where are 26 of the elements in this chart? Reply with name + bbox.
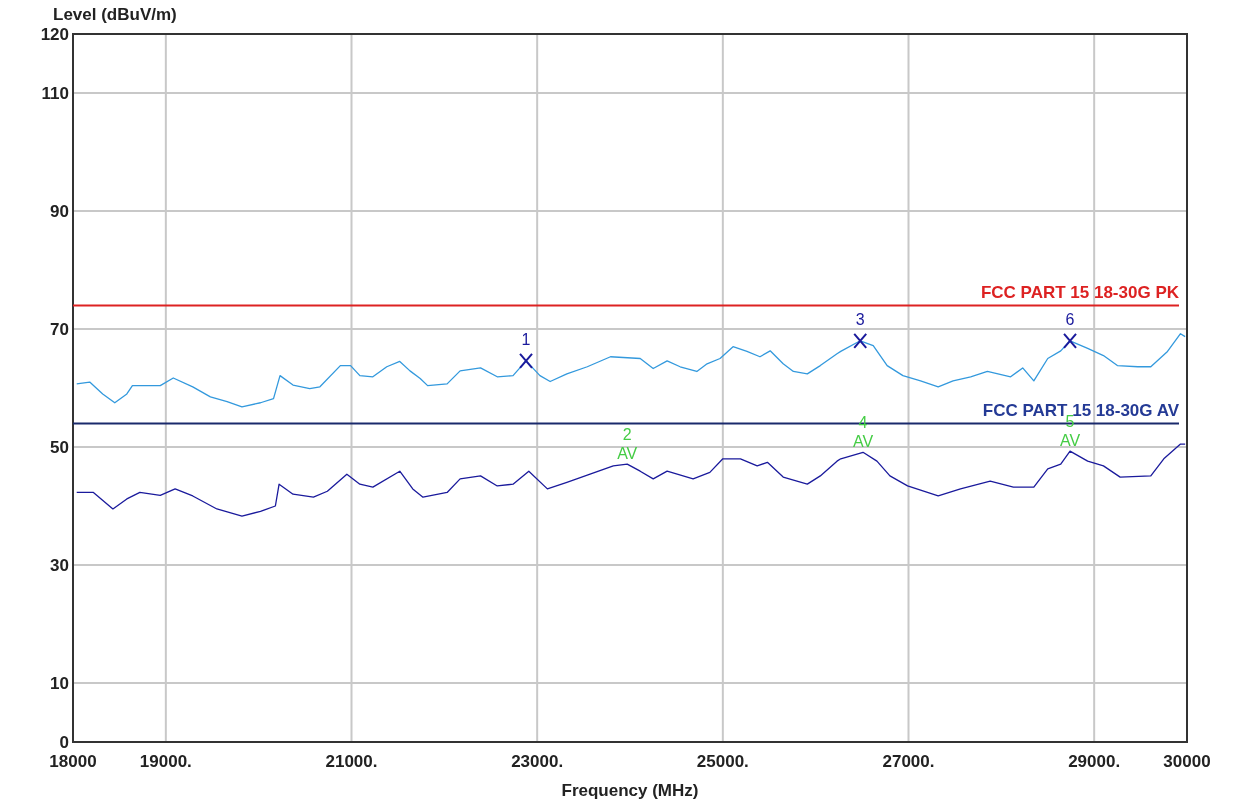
x-tick-label: 27000. xyxy=(882,752,935,771)
y-tick-label: 70 xyxy=(50,320,69,339)
x-tick-label: 21000. xyxy=(325,752,378,771)
annotation: 1 xyxy=(521,330,531,348)
x-tick-label: 18000 xyxy=(49,752,97,771)
y-tick-label: 10 xyxy=(50,674,69,693)
annotation: AV xyxy=(852,433,874,451)
y-tick-label: 120 xyxy=(40,25,69,44)
x-tick-label: 25000. xyxy=(696,752,749,771)
x-axis-title: Frequency (MHz) xyxy=(561,781,699,800)
annotation: 6 xyxy=(1065,310,1075,328)
annotation: AV xyxy=(617,445,638,463)
annotation: 3 xyxy=(855,310,865,328)
y-tick-label: 110 xyxy=(41,84,69,103)
x-tick-label: 23000. xyxy=(511,752,564,771)
x-tick-label: 29000. xyxy=(1068,752,1121,771)
x-tick-label: 19000. xyxy=(139,752,192,771)
y-tick-label: 30 xyxy=(50,556,69,575)
y-tick-label: 0 xyxy=(59,733,69,752)
annotation: 2 xyxy=(622,426,632,444)
y-tick-label: 50 xyxy=(50,438,69,457)
x-tick-label: 30000 xyxy=(1163,752,1211,771)
y-tick-label: 90 xyxy=(50,202,69,221)
annotation: AV xyxy=(1059,432,1081,450)
ref-line-label: FCC PART 15 18-30G PK xyxy=(980,283,1180,303)
y-axis-title: Level (dBuV/m) xyxy=(53,5,177,24)
